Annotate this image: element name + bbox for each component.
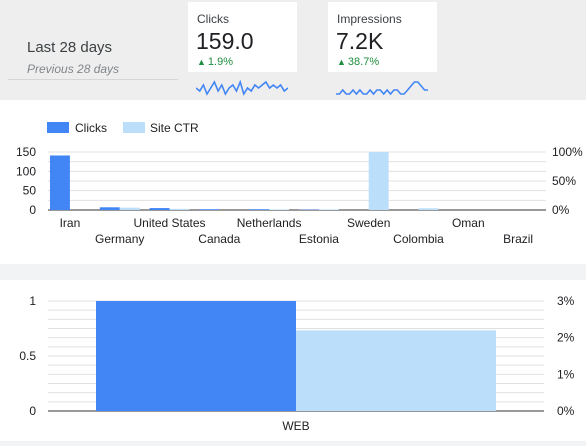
bar-ctr[interactable]	[369, 152, 389, 210]
date-range-label: Last 28 days	[27, 39, 112, 56]
impressions-scorecard-value: 7.2K	[336, 28, 383, 55]
scorecard-band: Last 28 days Previous 28 days Clicks 159…	[0, 0, 586, 100]
y-left-tick: 100	[16, 164, 36, 178]
device-bar-chart[interactable]: 0 0.5 1 0% 1% 2% 3% WEB	[0, 280, 586, 441]
bar-ctr[interactable]	[269, 209, 289, 210]
impressions-scorecard-title: Impressions	[337, 12, 402, 26]
impressions-delta-value: 38.7%	[348, 56, 379, 68]
arrow-up-icon: ▲	[337, 57, 346, 67]
y-right-tick: 3%	[557, 294, 575, 308]
x-category-label: Colombia	[393, 232, 444, 246]
bar-ctr[interactable]	[319, 209, 339, 210]
impressions-scorecard-delta: ▲38.7%	[337, 56, 379, 68]
clicks-scorecard-value: 159.0	[196, 28, 254, 55]
bar-clicks[interactable]	[249, 209, 269, 210]
clicks-sparkline	[196, 80, 288, 96]
impressions-sparkline	[336, 80, 428, 96]
bar-ctr[interactable]	[419, 208, 439, 210]
x-category-label: Oman	[452, 216, 485, 230]
clicks-scorecard-delta: ▲1.9%	[197, 56, 233, 68]
y-left-tick: 0	[29, 203, 36, 217]
x-category-label: Estonia	[299, 232, 339, 246]
sparkline-line	[196, 82, 288, 94]
bar-ctr[interactable]	[120, 208, 140, 210]
legend-label-ctr: Site CTR	[150, 121, 199, 135]
y-right-tick: 100%	[552, 145, 583, 159]
y-right-tick: 2%	[557, 331, 575, 345]
arrow-up-icon: ▲	[197, 57, 206, 67]
compare-range-label: Previous 28 days	[27, 62, 119, 76]
x-category-label: Sweden	[347, 216, 390, 230]
x-category-label: United States	[133, 216, 205, 230]
legend-swatch-clicks	[47, 122, 69, 133]
y-right-tick: 50%	[552, 174, 576, 188]
bar-clicks[interactable]	[50, 155, 70, 210]
y-left-tick: 0	[29, 404, 36, 418]
y-left-tick: 1	[29, 294, 36, 308]
y-right-tick: 1%	[557, 367, 575, 381]
x-category-label: Germany	[95, 232, 144, 246]
legend-swatch-ctr	[123, 122, 145, 133]
x-category-label: Netherlands	[237, 216, 302, 230]
country-chart-panel: Clicks Site CTR 0 50 100 150 0% 50% 100% Iran Germ…	[0, 100, 586, 264]
y-left-tick: 150	[16, 145, 36, 159]
bar-clicks[interactable]	[199, 209, 219, 210]
y-right-tick: 0%	[557, 404, 575, 418]
y-right-tick: 0%	[552, 203, 570, 217]
bar-ctr[interactable]	[170, 209, 190, 210]
bar-clicks[interactable]	[96, 301, 296, 411]
impressions-scorecard[interactable]: Impressions 7.2K ▲38.7%	[328, 2, 437, 72]
clicks-scorecard-title: Clicks	[197, 12, 229, 26]
x-category-label: Iran	[60, 216, 81, 230]
clicks-delta-value: 1.9%	[208, 56, 233, 68]
bar-clicks[interactable]	[150, 208, 170, 210]
period-divider	[8, 79, 178, 80]
country-bar-chart[interactable]: Clicks Site CTR 0 50 100 150 0% 50% 100% Iran Germ…	[0, 100, 586, 264]
y-left-tick: 50	[23, 184, 37, 198]
bar-clicks[interactable]	[100, 207, 120, 210]
clicks-scorecard[interactable]: Clicks 159.0 ▲1.9%	[188, 2, 297, 72]
x-category-label: Canada	[198, 232, 240, 246]
x-category-label: Brazil	[503, 232, 533, 246]
x-category-label: WEB	[282, 419, 309, 433]
y-left-tick: 0.5	[19, 349, 36, 363]
device-chart-panel: 0 0.5 1 0% 1% 2% 3% WEB	[0, 280, 586, 441]
legend-label-clicks: Clicks	[75, 121, 107, 135]
sparkline-line	[336, 82, 428, 94]
bar-ctr[interactable]	[296, 330, 496, 411]
